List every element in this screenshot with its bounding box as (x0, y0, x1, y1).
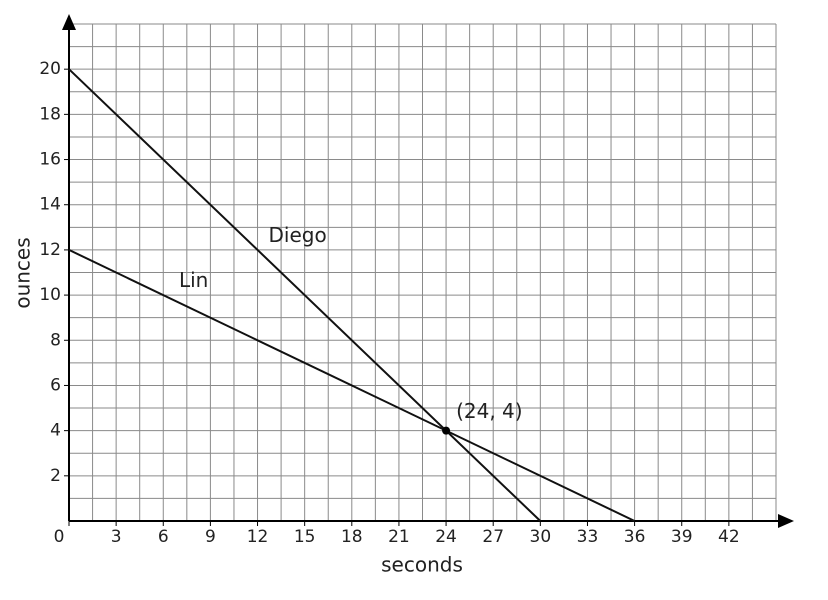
x-tick-label: 39 (671, 527, 693, 547)
x-tick-label: 27 (482, 527, 504, 547)
y-tick-label: 10 (39, 285, 61, 305)
y-tick-label: 4 (50, 421, 61, 441)
y-axis-label: ounces (11, 237, 35, 308)
y-tick-label: 18 (39, 104, 61, 124)
x-tick-label: 9 (205, 527, 216, 547)
y-tick-label: 20 (39, 59, 61, 79)
x-tick-label: 15 (294, 527, 316, 547)
y-axis-arrow (62, 14, 76, 30)
x-axis-arrow (778, 514, 794, 528)
x-tick-label: 36 (624, 527, 646, 547)
x-tick-label: 42 (718, 527, 740, 547)
x-tick-label: 18 (341, 527, 363, 547)
series-label: Diego (269, 223, 327, 247)
point-label: (24, 4) (456, 399, 522, 423)
y-tick-label: 12 (39, 240, 61, 260)
series-line (68, 68, 542, 522)
x-tick-label: 21 (388, 527, 410, 547)
x-axis-label: seconds (381, 553, 463, 577)
intersection-point (442, 426, 451, 435)
y-tick-label: 8 (50, 330, 61, 350)
x-tick-label: 6 (158, 527, 169, 547)
y-tick-label: 2 (50, 466, 61, 486)
x-tick-label: 0 (54, 527, 65, 547)
y-tick-label: 16 (39, 150, 61, 170)
series-label: Lin (179, 268, 208, 292)
x-tick-label: 3 (111, 527, 122, 547)
series-line (68, 249, 636, 522)
x-tick-label: 24 (435, 527, 457, 547)
y-tick-label: 6 (50, 375, 61, 395)
x-tick-label: 30 (530, 527, 552, 547)
y-tick-label: 14 (39, 195, 61, 215)
x-tick-label: 33 (577, 527, 599, 547)
x-tick-label: 12 (247, 527, 269, 547)
